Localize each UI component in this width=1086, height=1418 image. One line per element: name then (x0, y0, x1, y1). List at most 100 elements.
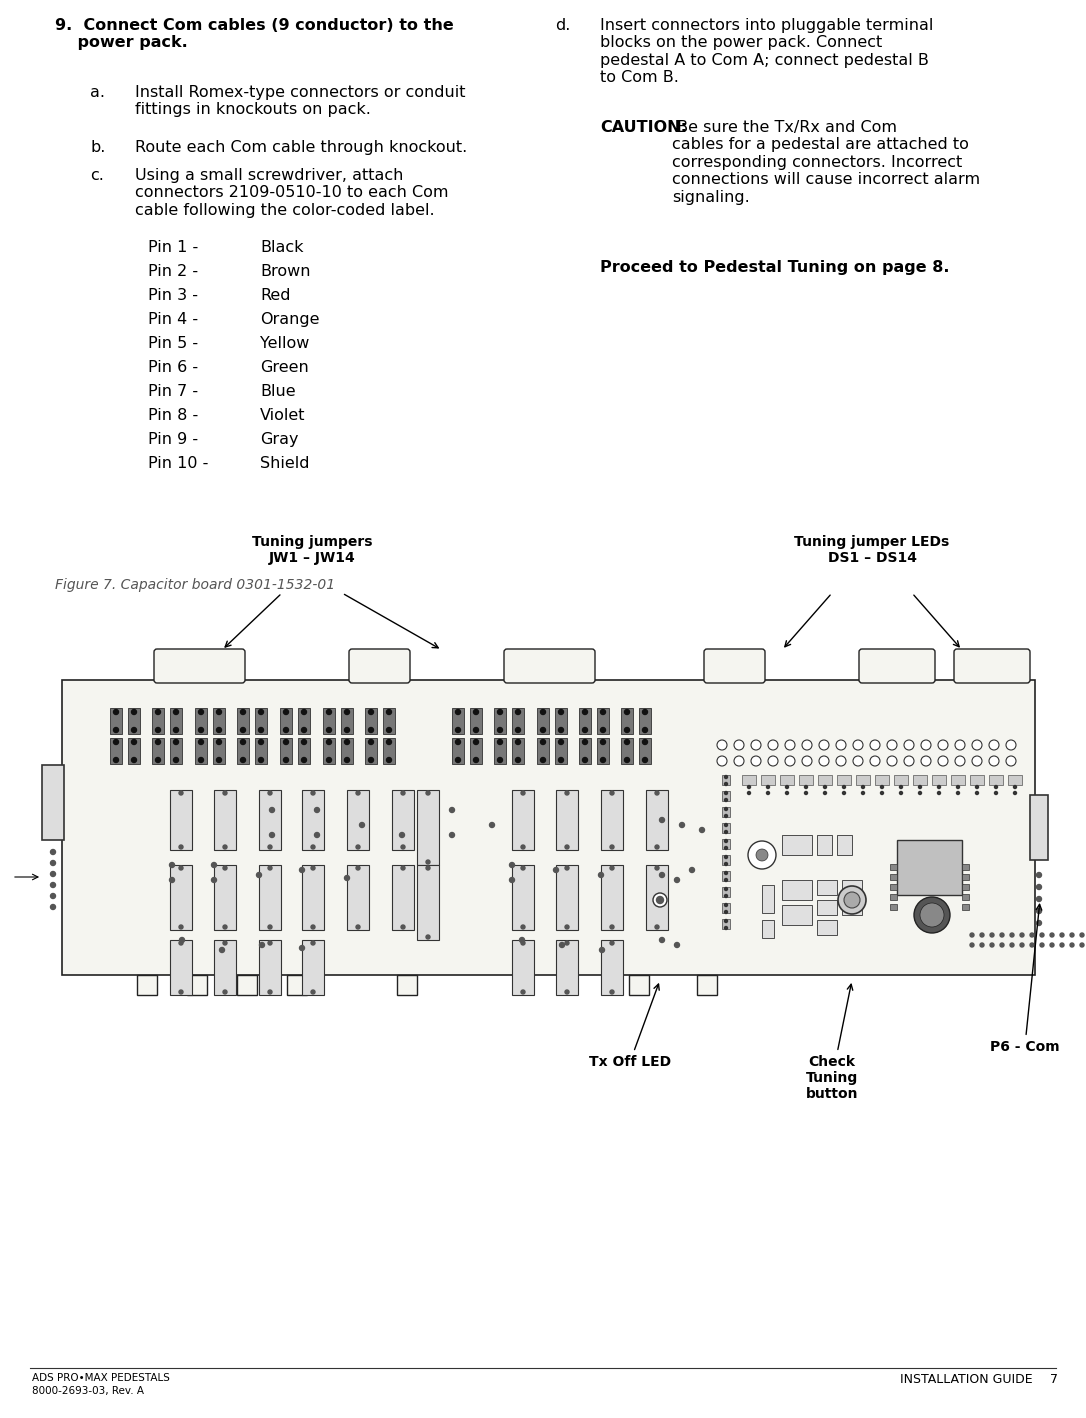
Bar (397, 976, 417, 995)
Circle shape (559, 943, 565, 947)
Bar (214, 865, 236, 930)
Bar (536, 737, 550, 764)
Circle shape (199, 709, 203, 715)
Bar (128, 737, 140, 764)
Circle shape (921, 740, 931, 750)
Circle shape (368, 740, 374, 744)
Circle shape (1079, 943, 1084, 947)
Circle shape (51, 872, 55, 876)
Circle shape (455, 740, 460, 744)
Circle shape (1030, 933, 1034, 937)
Circle shape (601, 757, 606, 763)
Circle shape (921, 756, 931, 766)
Circle shape (268, 925, 272, 929)
Circle shape (260, 943, 265, 947)
Bar (470, 737, 482, 764)
Bar (782, 881, 812, 900)
Circle shape (1000, 933, 1003, 937)
Bar (1008, 776, 1022, 786)
Bar (555, 708, 567, 735)
FancyBboxPatch shape (504, 649, 595, 683)
Circle shape (1036, 872, 1041, 878)
Circle shape (904, 740, 914, 750)
Bar (470, 708, 482, 735)
Circle shape (819, 756, 829, 766)
Circle shape (724, 855, 728, 858)
Circle shape (426, 866, 430, 871)
Circle shape (624, 709, 630, 715)
Bar (962, 893, 969, 900)
Circle shape (899, 791, 902, 794)
Circle shape (975, 786, 978, 788)
Circle shape (610, 990, 614, 994)
Bar (970, 776, 984, 786)
Circle shape (801, 740, 812, 750)
Circle shape (659, 937, 665, 943)
Bar (837, 835, 853, 855)
Bar (817, 920, 837, 934)
Circle shape (223, 866, 227, 871)
Bar (629, 976, 649, 995)
Circle shape (767, 791, 770, 794)
Circle shape (937, 786, 940, 788)
Circle shape (724, 919, 728, 923)
Circle shape (509, 862, 515, 868)
Circle shape (565, 925, 569, 929)
Circle shape (624, 740, 630, 744)
Circle shape (972, 756, 982, 766)
Text: d.: d. (555, 18, 570, 33)
Circle shape (844, 892, 860, 908)
Circle shape (400, 832, 404, 838)
Text: b.: b. (90, 140, 105, 155)
Bar (962, 905, 969, 910)
Bar (494, 708, 506, 735)
Circle shape (565, 942, 569, 944)
Circle shape (311, 925, 315, 929)
Circle shape (169, 862, 175, 868)
Circle shape (256, 872, 262, 878)
Circle shape (240, 709, 245, 715)
Bar (962, 873, 969, 881)
Circle shape (179, 990, 184, 994)
Circle shape (599, 947, 605, 953)
Bar (722, 822, 730, 832)
Bar (818, 776, 832, 786)
Bar (512, 737, 525, 764)
Circle shape (805, 786, 808, 788)
Bar (579, 737, 591, 764)
Text: Pin 6 -: Pin 6 - (148, 360, 198, 374)
Circle shape (975, 791, 978, 794)
Bar (799, 776, 813, 786)
Circle shape (473, 727, 479, 733)
Bar (722, 791, 730, 801)
Circle shape (473, 740, 479, 744)
Circle shape (212, 878, 216, 882)
Circle shape (497, 709, 503, 715)
Circle shape (1070, 933, 1074, 937)
Circle shape (344, 740, 350, 744)
Circle shape (756, 849, 768, 861)
Bar (989, 776, 1003, 786)
Circle shape (1036, 885, 1041, 889)
Circle shape (114, 727, 118, 733)
Bar (782, 835, 812, 855)
Text: CAUTION:: CAUTION: (599, 121, 687, 135)
Bar (341, 737, 353, 764)
Circle shape (919, 791, 922, 794)
Bar (237, 708, 249, 735)
Circle shape (1036, 920, 1041, 926)
Circle shape (223, 925, 227, 929)
Circle shape (610, 845, 614, 849)
Circle shape (199, 740, 203, 744)
Circle shape (843, 791, 846, 794)
Bar (417, 865, 439, 940)
Circle shape (516, 727, 520, 733)
Bar (195, 708, 207, 735)
Circle shape (327, 740, 331, 744)
Text: Pin 4 -: Pin 4 - (148, 312, 198, 328)
Circle shape (836, 756, 846, 766)
Text: Brown: Brown (260, 264, 311, 279)
Circle shape (989, 756, 999, 766)
Circle shape (995, 786, 998, 788)
Bar (817, 835, 832, 855)
